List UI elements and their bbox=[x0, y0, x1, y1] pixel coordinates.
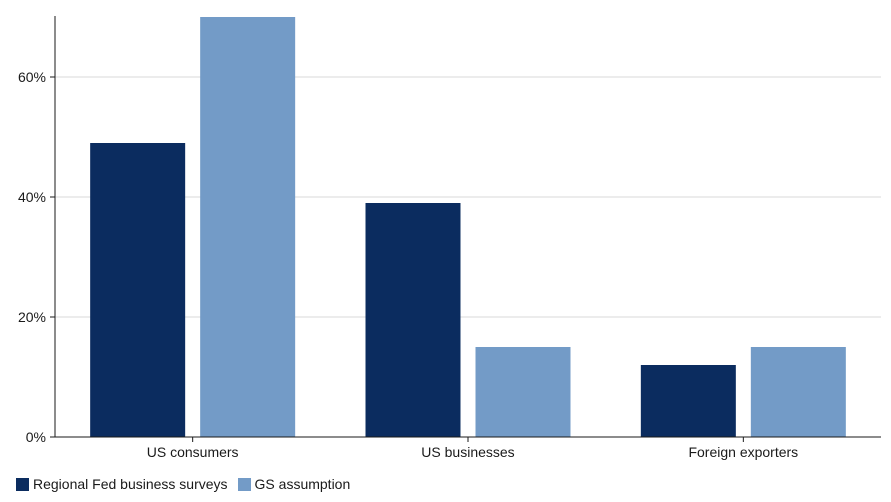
x-tick-label-foreign-exporters: Foreign exporters bbox=[688, 444, 798, 460]
x-tick-label-us-consumers: US consumers bbox=[147, 444, 239, 460]
bar-foreign-exporters-series-0 bbox=[640, 365, 736, 437]
bar-us-businesses-series-1 bbox=[475, 347, 571, 437]
bar-us-consumers-series-0 bbox=[90, 143, 186, 437]
legend-swatch-gs-assumption bbox=[237, 477, 251, 491]
y-tick-label-60: 60% bbox=[18, 69, 46, 85]
legend-label-regional-fed: Regional Fed business surveys bbox=[33, 476, 228, 492]
bar-us-consumers-series-1 bbox=[200, 17, 296, 437]
y-tick-label-40: 40% bbox=[18, 189, 46, 205]
y-tick-label-20: 20% bbox=[18, 309, 46, 325]
legend-item-gs-assumption: GS assumption bbox=[237, 476, 351, 492]
gridlines bbox=[55, 76, 881, 318]
bar-chart: 0% 20% 40% 60% US consumers US businesses Fore… bbox=[18, 16, 881, 460]
legend-label-gs-assumption: GS assumption bbox=[254, 476, 351, 492]
legend-swatch-regional-fed bbox=[16, 477, 29, 491]
y-tick-label-0: 0% bbox=[26, 429, 46, 445]
legend: Regional Fed business surveys GS assumpt… bbox=[16, 476, 360, 492]
axes: 0% 20% 40% 60% US consumers US businesses Fore… bbox=[18, 16, 881, 460]
bars bbox=[90, 17, 846, 437]
bar-foreign-exporters-series-1 bbox=[750, 347, 846, 437]
x-tick-label-us-businesses: US businesses bbox=[421, 444, 514, 460]
bar-us-businesses-series-0 bbox=[365, 203, 461, 437]
legend-item-regional-fed: Regional Fed business surveys bbox=[16, 476, 228, 492]
